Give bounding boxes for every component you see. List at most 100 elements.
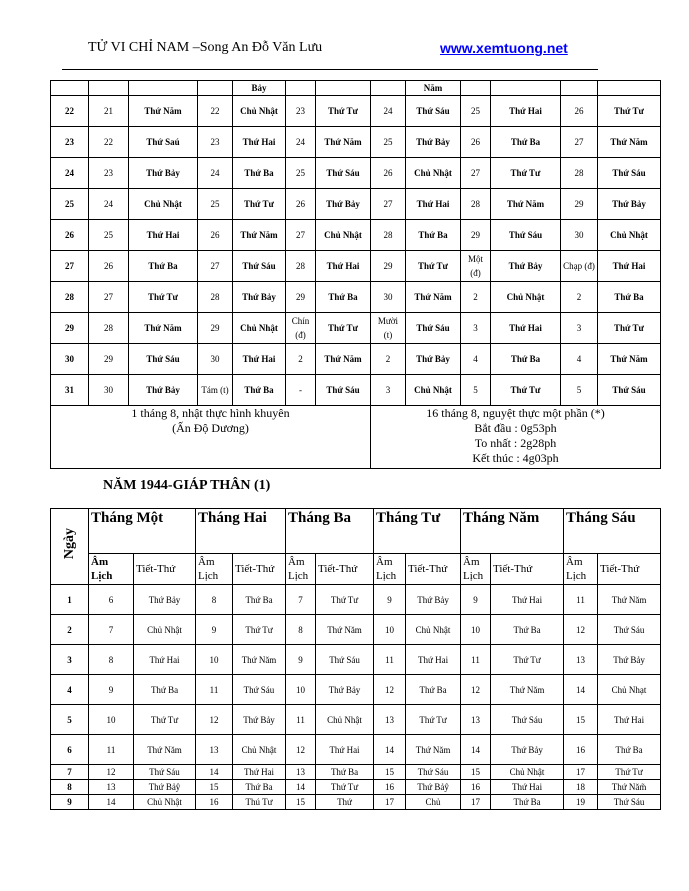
cell: Thứ Năm [490,674,565,705]
cell: 27 [88,281,129,313]
cell: Thứ Tư [128,281,198,313]
cell: 4 [460,343,491,375]
cell: 11 [285,704,316,735]
cell: 14 [88,794,134,810]
cell: 12 [563,614,599,645]
cell: Thứ Ba [597,281,661,313]
cell: 11 [373,644,407,675]
cell: 13 [195,734,233,765]
cell: 21 [88,95,129,127]
subheader: Tiết-Thứ [405,553,462,585]
subheader: Tiết-Thứ [232,553,286,585]
cell: Chủ Nhạt [597,674,662,705]
cell: 28 [197,281,233,313]
cell: 22 [50,95,89,127]
header-rule [62,69,598,70]
cell: Bảy [232,80,286,96]
cell: Thứ Bảy [133,584,196,615]
row: 5 10 Thứ Tư 12 Thứ Bảy 11 Chủ Nhật 13 Thứ Tư 13 Th… [50,704,662,735]
cell: Thứ Hai [597,250,661,282]
cell: Thứ Bảy [315,188,371,220]
cell: 3 [560,312,598,344]
cell: Thứ Sáu [405,312,461,344]
cell: Thứ Tư [490,374,561,406]
cell: 15 [373,764,407,780]
subheader: Âm Lịch [563,553,599,585]
cell: Thứ Hai [232,126,286,158]
cell: 25 [197,188,233,220]
cell: 19 [563,794,599,810]
cell: 10 [195,644,233,675]
cell: 11 [563,584,599,615]
cell: Chủ Nhật [128,188,198,220]
row: 30 29 Thứ Sáu 30 Thứ Hai 2 Thứ Năm 2 Thứ Bảy 4 Thứ… [50,343,661,375]
cell: 26 [285,188,316,220]
note-line: Bắt đầu : 0g53ph [474,421,557,435]
cell: 14 [460,734,492,765]
cell: 10 [460,614,492,645]
cell: Chủ Nhật [133,614,196,645]
cell: 22 [88,126,129,158]
cell: 6 [50,734,89,765]
cell: Chủ Nhật [405,157,461,189]
note-line: 1 tháng 8, nhật thực hình khuyên [131,406,290,420]
cell: Thứ Ba [232,374,286,406]
subheader: Âm Lịch [88,553,134,585]
cell [88,80,129,96]
cell [490,80,561,96]
cell: - [285,374,316,406]
cell: Chủ Nhật [232,95,286,127]
cell: Thứ Sáu [133,764,196,780]
cell: 13 [285,764,316,780]
cell: Thứ Năm [232,219,286,251]
subheader: Âm Lịch [373,553,407,585]
cell [560,80,598,96]
cell: 9 [195,614,233,645]
row: 23 22 Thứ Saú 23 Thứ Hai 24 Thứ Năm 25 Thứ Bảy 26… [50,126,661,158]
cell: 29 [460,219,491,251]
cell: Thứ Năm [128,95,198,127]
cell: Thứ Bảy [128,157,198,189]
row: 28 27 Thứ Tư 28 Thứ Bảy 29 Thứ Ba 30 Thứ Năm 2 Chủ… [50,281,661,313]
row: 22 21 Thứ Năm 22 Chủ Nhật 23 Thứ Tư 24 Thứ Sáu 25… [50,95,661,127]
cell: 30 [560,219,598,251]
cell: 24 [285,126,316,158]
cell: Thứ Ba [490,343,561,375]
cell: 7 [285,584,316,615]
cell [597,80,661,96]
site-link[interactable]: www.xemtuong.net [440,40,568,56]
cell: Thứ Bảy [405,126,461,158]
cell: 13 [563,644,599,675]
cell [128,80,198,96]
cell: Thứ Ba [128,250,198,282]
row: 7 12 Thứ Sáu 14 Thứ Hai 13 Thứ Ba 15 Thứ Sáu 15 Ch… [50,764,662,780]
cell [285,80,316,96]
row: 27 26 Thứ Ba 27 Thứ Sáu 28 Thứ Hai 29 Thứ Tư Một … [50,250,661,282]
cell: 2 [460,281,491,313]
cell: Thứ Hai [232,764,286,780]
row: 3 8 Thứ Hai 10 Thứ Năm 9 Thứ Sáu 11 Thứ Hai 11 Thứ… [50,644,662,675]
row: 24 23 Thứ Bảy 24 Thứ Ba 25 Thứ Sáu 26 Chủ Nhật 27… [50,157,661,189]
cell: Chủ Nhật [232,734,286,765]
cell: Thứ Ba [232,779,286,795]
cell: 5 [560,374,598,406]
cell: Thứ Sáu [232,250,286,282]
cell: Thứ Sáu [405,764,462,780]
cell: Thứ Tư [133,704,196,735]
cell: 7 [50,764,89,780]
cell: 17 [460,794,492,810]
row: 25 24 Chủ Nhật 25 Thứ Tư 26 Thứ Bảy 27 Thứ Hai 28… [50,188,661,220]
cell: Thứ Năm [597,343,661,375]
cell: Thứ Ba [315,281,371,313]
cell: Thứ Bảy [405,343,461,375]
month-header: Tháng Ba [284,508,375,554]
cell: 16 [563,734,599,765]
cell: Thứ Năm [597,584,662,615]
cell: Chủ Nhật [405,374,461,406]
cell: 24 [88,188,129,220]
cell: 2 [370,343,406,375]
row: Bảy Năm [50,80,661,96]
cell: 29 [370,250,406,282]
row: 1 6 Thứ Bảy 8 Thứ Ba 7 Thứ Tư 9 Thứ Bảy 9 Thứ Hai 1… [50,584,662,615]
cell: 11 [460,644,492,675]
